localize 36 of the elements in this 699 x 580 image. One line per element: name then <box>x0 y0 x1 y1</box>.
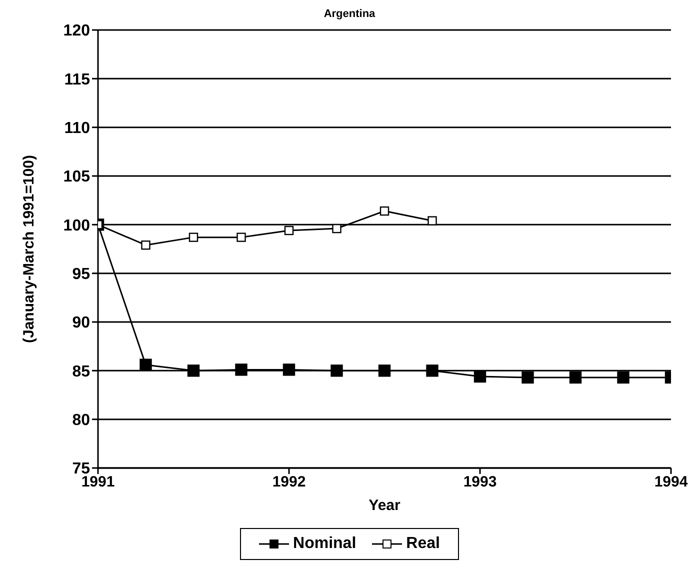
point <box>474 370 486 383</box>
y-tick-label: 80 <box>72 412 90 430</box>
point <box>330 364 343 377</box>
point <box>140 358 152 371</box>
y-tick-label: 105 <box>63 168 90 186</box>
legend-label: Real <box>405 535 440 553</box>
point <box>188 232 198 242</box>
y-tick-label: 90 <box>72 314 90 332</box>
point <box>522 371 534 384</box>
chart-title: Argentina <box>322 8 376 22</box>
point <box>332 224 342 234</box>
point <box>426 364 438 377</box>
point <box>378 364 391 377</box>
point <box>236 232 246 242</box>
y-tick-label: 115 <box>64 71 90 88</box>
point <box>284 226 294 236</box>
point <box>380 206 390 216</box>
point <box>282 364 296 376</box>
x-axis-title: Year <box>368 497 401 514</box>
x-tick-label: 1991 <box>81 474 115 491</box>
y-tick-label: 110 <box>64 120 90 138</box>
y-axis-title: (January-March 1991=100) <box>20 154 38 344</box>
point <box>141 240 150 250</box>
y-tick-label: 120 <box>63 22 90 40</box>
point <box>617 371 630 384</box>
point <box>569 371 582 384</box>
y-tick-label: 95 <box>72 266 90 284</box>
legend-label: Nominal <box>292 535 356 553</box>
y-tick-label: 100 <box>63 217 90 234</box>
x-tick-label: 1993 <box>463 474 497 491</box>
x-tick-label: 1992 <box>272 474 306 491</box>
y-tick-label: 85 <box>72 363 90 380</box>
x-tick-label: 1994 <box>654 474 688 491</box>
point <box>187 364 200 377</box>
point <box>235 364 248 376</box>
point <box>428 216 437 226</box>
